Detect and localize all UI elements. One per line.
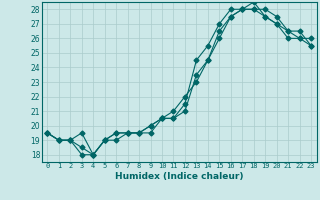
X-axis label: Humidex (Indice chaleur): Humidex (Indice chaleur) <box>115 172 244 181</box>
